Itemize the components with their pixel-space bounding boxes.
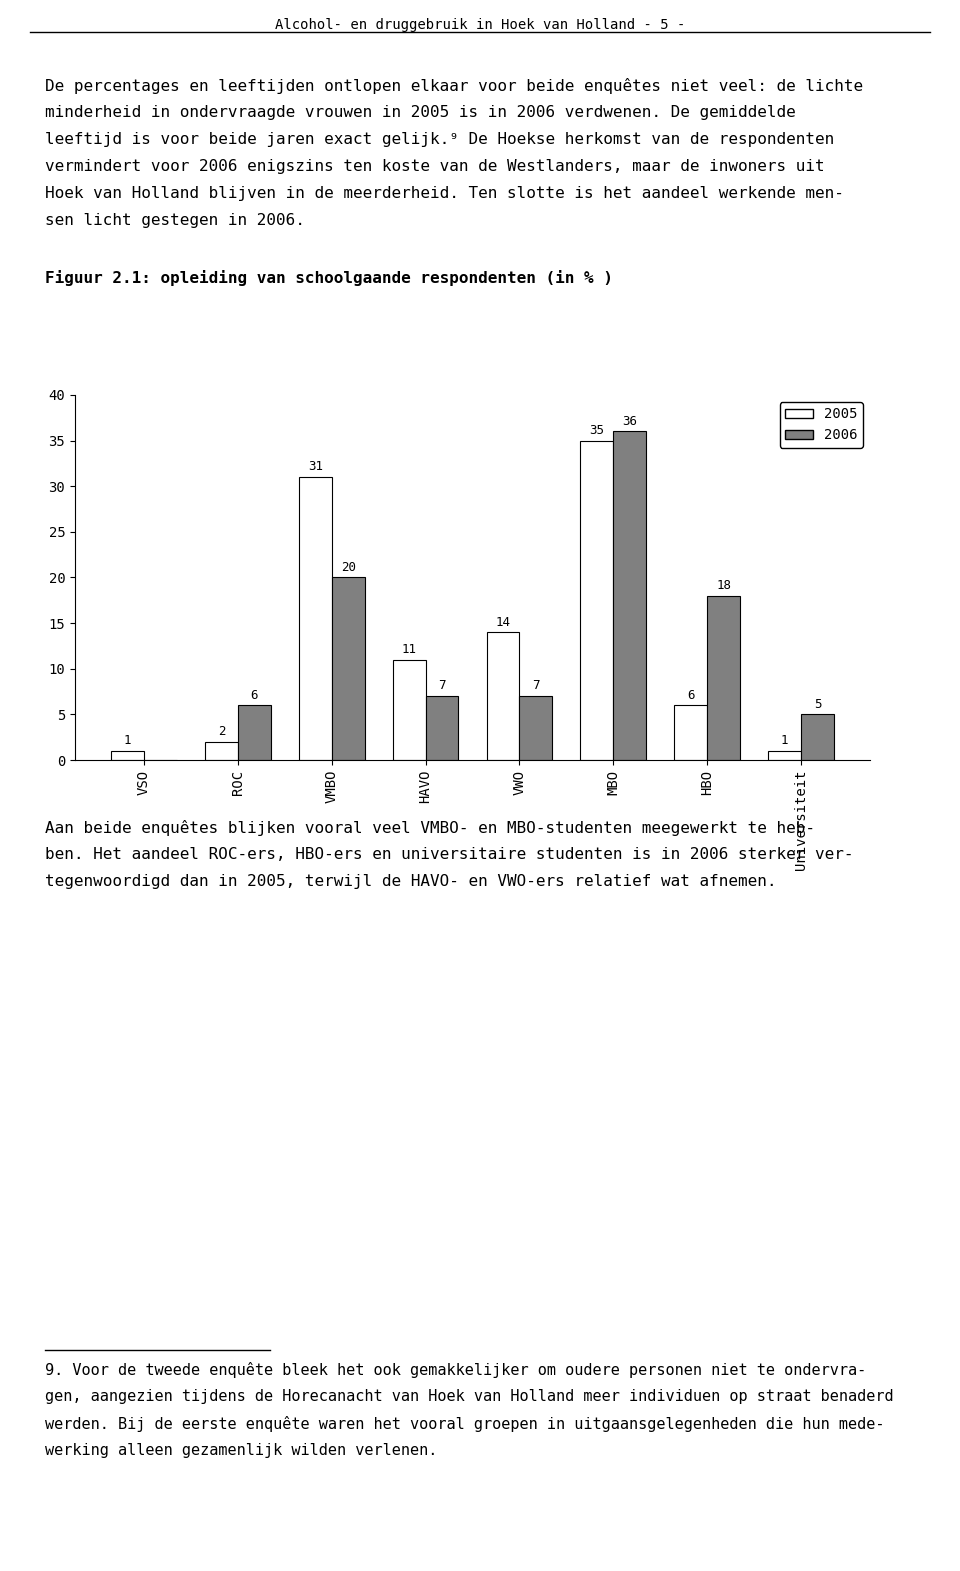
- Text: sen licht gestegen in 2006.: sen licht gestegen in 2006.: [45, 214, 305, 228]
- Bar: [332, 578, 365, 760]
- Bar: [111, 751, 144, 760]
- Text: minderheid in ondervraagde vrouwen in 2005 is in 2006 verdwenen. De gemiddelde: minderheid in ondervraagde vrouwen in 20…: [45, 105, 796, 119]
- Bar: [801, 715, 834, 760]
- Text: 1: 1: [124, 734, 132, 748]
- Text: 6: 6: [687, 688, 694, 702]
- Bar: [299, 478, 332, 760]
- Bar: [708, 595, 740, 760]
- Text: vermindert voor 2006 enigszins ten koste van de Westlanders, maar de inwoners ui: vermindert voor 2006 enigszins ten koste…: [45, 159, 825, 174]
- Text: Aan beide enquêtes blijken vooral veel VMBO- en MBO-studenten meegewerkt te heb-: Aan beide enquêtes blijken vooral veel V…: [45, 820, 815, 836]
- Text: ben. Het aandeel ROC-ers, HBO-ers en universitaire studenten is in 2006 sterker : ben. Het aandeel ROC-ers, HBO-ers en uni…: [45, 847, 853, 862]
- Bar: [205, 742, 238, 760]
- Text: 7: 7: [532, 680, 540, 693]
- Bar: [425, 696, 459, 760]
- Text: 1: 1: [780, 734, 788, 748]
- Bar: [613, 432, 646, 760]
- Text: werking alleen gezamenlijk wilden verlenen.: werking alleen gezamenlijk wilden verlen…: [45, 1444, 438, 1458]
- Bar: [519, 696, 552, 760]
- Text: De percentages en leeftijden ontlopen elkaar voor beide enquêtes niet veel: de l: De percentages en leeftijden ontlopen el…: [45, 79, 863, 94]
- Bar: [581, 440, 613, 760]
- Bar: [238, 705, 271, 760]
- Bar: [674, 705, 708, 760]
- Text: 9. Voor de tweede enquête bleek het ook gemakkelijker om oudere personen niet te: 9. Voor de tweede enquête bleek het ook …: [45, 1362, 866, 1378]
- Text: werden. Bij de eerste enquête waren het vooral groepen in uitgaansgelegenheden d: werden. Bij de eerste enquête waren het …: [45, 1415, 884, 1433]
- Text: Hoek van Holland blijven in de meerderheid. Ten slotte is het aandeel werkende m: Hoek van Holland blijven in de meerderhe…: [45, 185, 844, 201]
- Text: gen, aangezien tijdens de Horecanacht van Hoek van Holland meer individuen op st: gen, aangezien tijdens de Horecanacht va…: [45, 1389, 894, 1404]
- Text: 7: 7: [439, 680, 445, 693]
- Text: 36: 36: [622, 415, 637, 427]
- Text: 14: 14: [495, 616, 511, 628]
- Text: 20: 20: [341, 561, 355, 573]
- Text: tegenwoordigd dan in 2005, terwijl de HAVO- en VWO-ers relatief wat afnemen.: tegenwoordigd dan in 2005, terwijl de HA…: [45, 873, 777, 889]
- Text: 11: 11: [401, 643, 417, 657]
- Text: 6: 6: [251, 688, 258, 702]
- Bar: [768, 751, 801, 760]
- Bar: [393, 660, 425, 760]
- Text: 2: 2: [218, 726, 226, 738]
- Text: 5: 5: [814, 698, 821, 710]
- Text: Alcohol- en druggebruik in Hoek van Holland - 5 -: Alcohol- en druggebruik in Hoek van Holl…: [275, 17, 685, 31]
- Legend: 2005, 2006: 2005, 2006: [780, 402, 863, 448]
- Text: leeftijd is voor beide jaren exact gelijk.⁹ De Hoekse herkomst van de respondent: leeftijd is voor beide jaren exact gelij…: [45, 132, 834, 148]
- Text: Figuur 2.1: opleiding van schoolgaande respondenten (in % ): Figuur 2.1: opleiding van schoolgaande r…: [45, 270, 612, 286]
- Bar: [487, 632, 519, 760]
- Text: 18: 18: [716, 580, 732, 592]
- Text: 31: 31: [308, 460, 323, 473]
- Text: 35: 35: [589, 424, 605, 437]
